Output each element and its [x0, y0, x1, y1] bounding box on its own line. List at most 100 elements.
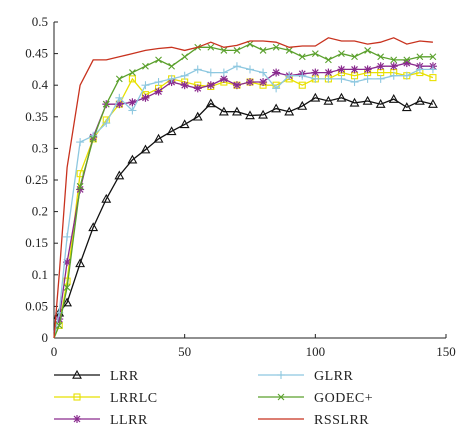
series-line: [53, 37, 433, 339]
data-point-marker: [88, 222, 99, 232]
legend: LRR LRRLC LLRR GLRR GODEC+ RSSLRR: [54, 369, 373, 428]
data-point-marker: [128, 98, 137, 107]
data-point-marker: [403, 56, 411, 64]
y-tick-label: 0.35: [25, 109, 48, 124]
data-point-marker: [271, 103, 282, 113]
series-lrr: [53, 92, 438, 320]
data-point-marker: [154, 87, 163, 96]
data-point-marker: [272, 84, 281, 93]
data-point-marker: [181, 53, 189, 61]
y-tick-label: 0.3: [32, 140, 48, 155]
data-point-marker: [428, 65, 437, 74]
data-point-marker: [388, 93, 399, 103]
data-point-marker: [75, 258, 86, 268]
legend-item: GODEC+: [258, 391, 373, 406]
data-point-marker: [277, 393, 285, 401]
data-point-marker: [363, 74, 372, 83]
data-point-marker: [390, 56, 398, 64]
legend-label: GLRR: [314, 369, 354, 384]
data-point-marker: [259, 47, 267, 54]
data-point-marker: [232, 81, 241, 90]
series-llrr: [53, 59, 437, 332]
y-tick-label: 0.4: [32, 77, 49, 92]
legend-item: GLRR: [258, 369, 354, 384]
data-point-marker: [325, 56, 332, 64]
data-point-marker: [376, 74, 385, 83]
data-point-marker: [298, 71, 307, 80]
data-point-marker: [324, 74, 333, 83]
data-point-marker: [166, 126, 177, 136]
series-line: [53, 97, 434, 320]
y-ticks: 0 0.05 0.1 0.15 0.2 0.25 0.3 0.35 0.4 0.45 0.5: [25, 14, 58, 345]
data-point-marker: [351, 53, 358, 61]
data-point-marker: [72, 369, 82, 379]
data-point-marker: [128, 75, 136, 83]
data-point-marker: [63, 232, 72, 241]
data-point-marker: [246, 65, 254, 74]
data-point-marker: [377, 53, 385, 61]
legend-label: RSSLRR: [314, 413, 369, 428]
data-point-marker: [141, 93, 150, 102]
data-point-marker: [206, 68, 215, 77]
x-tick-label: 100: [306, 344, 326, 359]
data-point-marker: [233, 47, 241, 54]
data-point-marker: [63, 284, 71, 291]
y-tick-label: 0.2: [32, 204, 48, 219]
series-layer: [53, 37, 438, 339]
plot-area: 0 0.05 0.1 0.15 0.2 0.25 0.3 0.35 0.4 0.45 0.5 0 50…: [25, 14, 456, 359]
data-point-marker: [218, 106, 229, 116]
data-point-marker: [192, 111, 203, 121]
series-line: [53, 71, 434, 339]
data-point-marker: [101, 193, 112, 203]
data-point-marker: [127, 154, 138, 164]
data-point-marker: [375, 99, 386, 108]
data-point-marker: [272, 43, 280, 51]
data-point-marker: [310, 92, 321, 102]
data-point-marker: [429, 74, 437, 82]
data-point-marker: [89, 135, 97, 143]
legend-label: LRRLC: [110, 391, 158, 406]
data-point-marker: [284, 106, 295, 116]
data-point-marker: [141, 81, 150, 90]
data-point-marker: [402, 71, 411, 80]
data-point-marker: [401, 102, 412, 112]
data-point-marker: [258, 109, 269, 119]
data-point-marker: [336, 92, 347, 102]
data-point-marker: [337, 74, 346, 83]
data-point-marker: [350, 65, 359, 74]
data-point-marker: [155, 56, 162, 64]
legend-label: LLRR: [110, 413, 148, 428]
data-point-marker: [55, 321, 63, 329]
x-tick-label: 50: [178, 344, 191, 359]
data-point-marker: [259, 68, 268, 77]
data-point-marker: [337, 65, 346, 74]
data-point-marker: [76, 182, 84, 190]
data-point-marker: [311, 74, 320, 83]
data-point-marker: [246, 78, 254, 87]
y-tick-label: 0.15: [25, 235, 48, 250]
data-point-marker: [154, 78, 163, 87]
y-tick-label: 0.05: [25, 298, 48, 313]
y-tick-label: 0.5: [32, 14, 48, 29]
series-rsslrr: [53, 37, 433, 339]
data-point-marker: [102, 100, 110, 108]
series-lrrlc: [53, 69, 437, 339]
data-point-marker: [389, 71, 398, 80]
data-point-marker: [207, 43, 215, 51]
data-point-marker: [179, 119, 190, 129]
data-point-marker: [389, 62, 398, 71]
data-point-marker: [376, 62, 385, 71]
data-point-marker: [427, 99, 438, 108]
data-point-marker: [205, 98, 216, 108]
data-point-marker: [168, 62, 175, 70]
data-point-marker: [415, 65, 424, 74]
legend-label: GODEC+: [314, 391, 373, 406]
data-point-marker: [349, 97, 360, 107]
data-point-marker: [142, 62, 149, 70]
data-point-marker: [298, 53, 306, 61]
data-point-marker: [231, 106, 242, 116]
data-point-marker: [323, 95, 334, 105]
data-point-marker: [363, 65, 372, 74]
legend-item: LRRLC: [54, 391, 158, 406]
data-point-marker: [167, 74, 176, 83]
